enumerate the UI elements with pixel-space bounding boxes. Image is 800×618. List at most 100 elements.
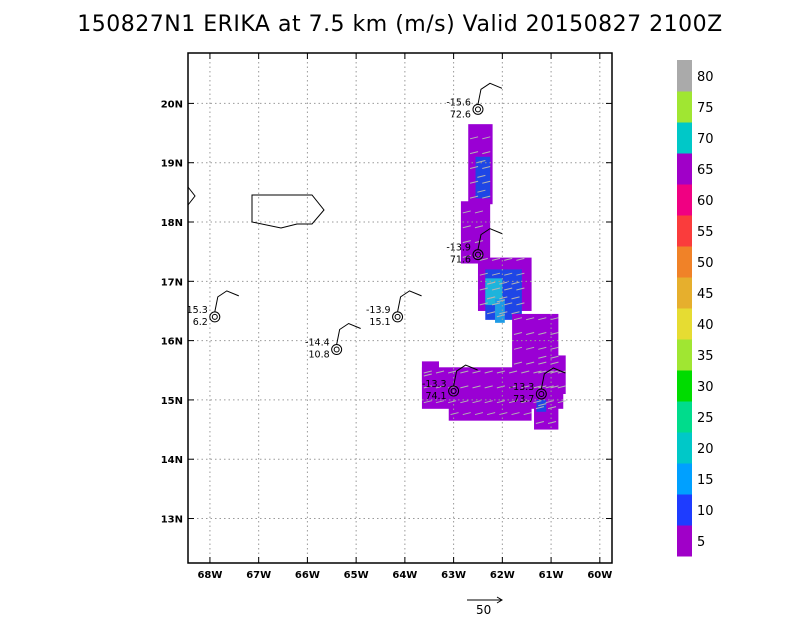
- colorbar-label: 75: [697, 101, 714, 116]
- wind-arrow-57: [526, 317, 535, 321]
- station-0: -15.672.6: [446, 82, 503, 120]
- wind-barb: [214, 290, 239, 312]
- wind-arrow-88: [484, 385, 493, 389]
- colorbar-label: 10: [697, 504, 714, 519]
- wind-arrow-62: [550, 361, 559, 365]
- wind-arrow-50: [513, 361, 523, 365]
- wind-barb: [336, 322, 361, 345]
- colorbar-box: [677, 401, 692, 433]
- wind-arrow-100: [533, 385, 542, 389]
- wind-arrow-18: [474, 240, 484, 244]
- wind-barb: [540, 367, 566, 390]
- wind-arrow-60: [538, 332, 547, 335]
- colorbar-box: [677, 525, 692, 557]
- wind-arrow-76: [435, 385, 445, 389]
- wind-arrow-8: [482, 151, 491, 155]
- wind-arrow-46: [487, 296, 496, 300]
- wind-arrow-2: [469, 165, 479, 169]
- wind-arrow-97: [521, 385, 530, 389]
- station-plots: -15.672.6-13.971.6-13.374.1-13.373.7-13.…: [187, 82, 566, 405]
- wind-arrow-44: [511, 296, 520, 300]
- wind-arrow-94: [508, 385, 518, 389]
- wind-arrow-25: [491, 302, 501, 306]
- wind-arrow-33: [516, 302, 525, 306]
- colorbar-label: 80: [697, 70, 714, 85]
- wind-arrow-19: [474, 225, 484, 229]
- swath-cell-12: [536, 399, 547, 412]
- station-marker: [209, 311, 221, 323]
- chart-title: 150827N1 ERIKA at 7.5 km (m/s) Valid 201…: [77, 12, 723, 37]
- wind-arrow-111: [487, 412, 496, 416]
- reference-vector: 50: [467, 596, 503, 617]
- station-marker: [472, 103, 484, 115]
- wind-arrow-84: [472, 400, 481, 404]
- wind-arrow-83: [460, 370, 469, 374]
- station-value-top: 15.3: [187, 305, 208, 316]
- station-5: -14.410.8: [305, 322, 361, 361]
- wind-arrow-23: [479, 272, 488, 276]
- wind-arrow-70: [550, 370, 559, 374]
- wind-arrow-77: [435, 370, 445, 374]
- wind-arrow-11: [477, 174, 486, 178]
- colorbar-box: [677, 122, 692, 154]
- wind-arrow-109: [462, 412, 471, 416]
- wind-arrow-42: [499, 281, 508, 285]
- wind-barb: [477, 82, 503, 105]
- wind-arrow-41: [499, 296, 508, 300]
- colorbar-label: 15: [697, 473, 714, 488]
- wind-arrow-101: [533, 370, 542, 374]
- wind-arrow-89: [484, 370, 493, 374]
- wind-arrow-54: [526, 361, 535, 365]
- wind-arrow-51: [513, 346, 523, 350]
- station-marker-inner: [333, 346, 340, 353]
- station-value-bottom: 10.8: [308, 350, 329, 361]
- wind-arrow-53: [513, 317, 523, 321]
- wind-arrow-66: [538, 385, 547, 389]
- wind-arrow-29: [504, 302, 513, 306]
- wind-arrow-117: [547, 420, 557, 424]
- station-value-top: -13.9: [446, 243, 471, 254]
- hispaniola-outline: [187, 186, 196, 206]
- wind-arrow-68: [538, 355, 547, 359]
- wind-arrow-9: [482, 136, 491, 140]
- colorbar-box: [677, 184, 692, 216]
- colorbar-box: [677, 277, 692, 309]
- colorbar-label: 35: [697, 349, 714, 364]
- grid-lines: [188, 53, 612, 563]
- wind-arrow-21: [479, 302, 488, 306]
- station-value-bottom: 73.7: [513, 394, 534, 405]
- station-value-top: -13.9: [366, 305, 391, 316]
- wind-arrow-49: [496, 299, 506, 303]
- swath-cell-10: [448, 399, 532, 421]
- x-tick-label: 60W: [587, 570, 612, 581]
- wind-arrow-78: [448, 400, 457, 404]
- wind-arrow-116: [535, 406, 544, 410]
- wind-arrow-30: [504, 287, 513, 291]
- wind-arrow-16: [462, 210, 471, 214]
- colorbar-box: [677, 91, 692, 123]
- wind-arrows: [423, 136, 566, 424]
- station-6: 15.36.2: [187, 290, 239, 328]
- wind-arrow-63: [550, 346, 559, 350]
- colorbar-box: [677, 432, 692, 464]
- y-tick-label: 17N: [161, 277, 183, 288]
- station-value-bottom: 6.2: [193, 317, 208, 328]
- wind-arrow-35: [516, 272, 525, 276]
- station-4: -13.915.1: [366, 290, 422, 328]
- colorbar-box: [677, 60, 692, 92]
- station-marker-inner: [450, 388, 457, 395]
- colorbar-box: [677, 463, 692, 495]
- x-tick-label: 65W: [344, 570, 369, 581]
- wind-arrow-4: [469, 136, 479, 140]
- wind-arrow-64: [550, 332, 559, 335]
- wind-arrow-81: [460, 400, 469, 404]
- wind-arrow-0: [469, 195, 479, 199]
- station-marker-inner: [394, 313, 401, 320]
- wind-arrow-24: [479, 257, 488, 261]
- station-1: -13.971.6: [446, 228, 503, 266]
- station-value-bottom: 74.1: [425, 391, 446, 402]
- station-marker-inner: [474, 106, 481, 113]
- wind-arrow-15: [462, 225, 471, 229]
- puerto-rico-outline: [251, 194, 325, 229]
